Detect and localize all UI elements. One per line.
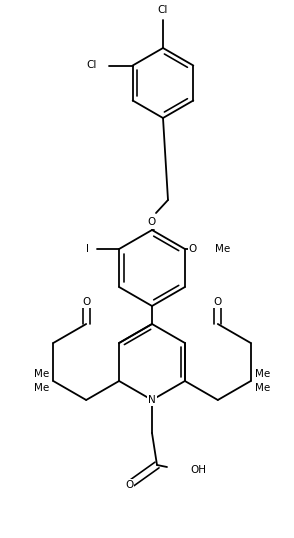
Text: Me: Me <box>255 383 270 393</box>
Text: O: O <box>189 244 197 254</box>
Text: I: I <box>86 244 88 254</box>
Text: Me: Me <box>255 369 270 379</box>
Text: O: O <box>125 480 133 490</box>
Text: O: O <box>214 297 222 307</box>
Text: O: O <box>82 297 90 307</box>
Text: Me: Me <box>34 383 49 393</box>
Text: O: O <box>148 217 156 227</box>
Text: OH: OH <box>190 465 206 475</box>
Text: N: N <box>148 395 156 405</box>
Text: Me: Me <box>34 369 49 379</box>
Text: Me: Me <box>215 244 230 254</box>
Text: Cl: Cl <box>158 5 168 15</box>
Text: Cl: Cl <box>86 60 97 70</box>
